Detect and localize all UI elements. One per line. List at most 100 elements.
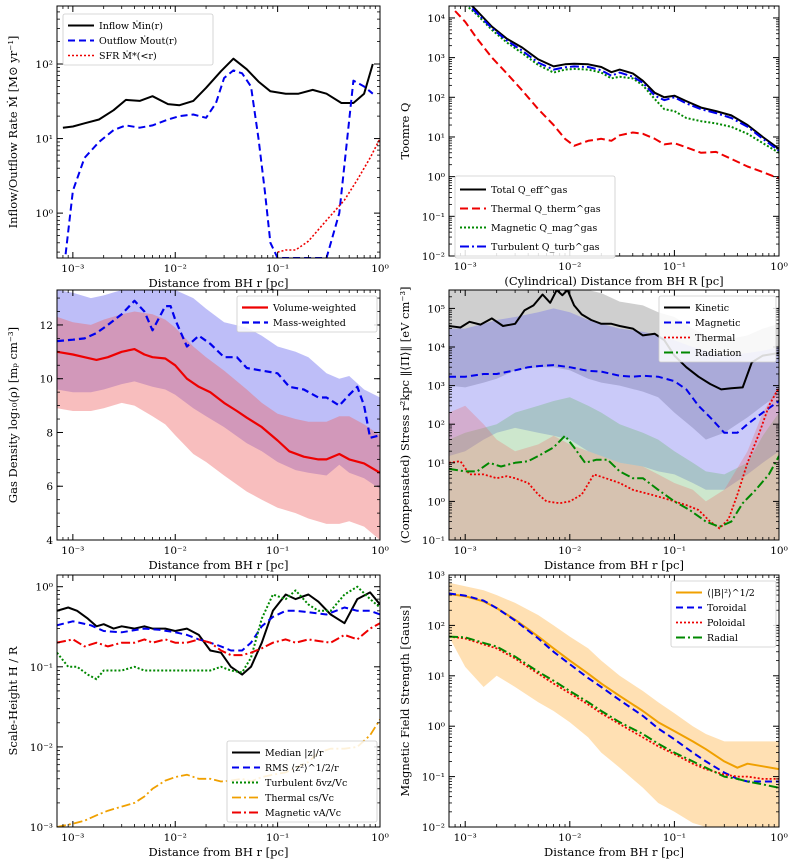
x-axis-label: (Cylindrical) Distance from BH R [pc] [504, 274, 723, 288]
y-tick-label: 10¹ [427, 671, 445, 683]
y-tick-label: 10² [427, 92, 445, 104]
series-line-1 [449, 290, 779, 391]
y-tick-label: 10⁰ [35, 208, 53, 220]
shaded-band-2 [57, 311, 380, 540]
x-tick-label: 10⁻² [164, 832, 187, 844]
legend-entry: Kinetic [695, 303, 729, 314]
y-tick-label: 10⁴ [427, 13, 445, 25]
legend-entry: Magnetic [695, 318, 740, 329]
x-tick-label: 10⁻¹ [266, 263, 289, 275]
series-line-5 [57, 622, 380, 657]
y-tick-label: 10⁻² [30, 742, 53, 754]
plot-area [454, 6, 779, 180]
series-line-4 [57, 719, 380, 827]
y-tick-label: 10² [427, 620, 445, 632]
legend-entry: Thermal [695, 333, 735, 344]
x-tick-label: 10⁻¹ [266, 545, 289, 557]
x-tick-label: 10⁰ [371, 832, 389, 844]
legend: ⟨|B|²⟩^1/2 Toroidal Poloidal Radial [670, 580, 777, 648]
y-tick-label: 10⁻³ [30, 822, 53, 834]
y-tick-label: 10³ [427, 381, 445, 393]
y-axis-label: Magnetic Field Strength [Gauss] [398, 605, 412, 796]
chart-panel-4: 10⁻³ 10⁻² 10⁻¹ 10⁰ 10⁻¹ 10⁰ 10¹ 10² 10³ 10⁴ 10⁵ Dis… [398, 286, 788, 572]
plot-area [62, 57, 380, 258]
legend-box [670, 580, 777, 648]
chart-panel-3: 10⁻³ 10⁻² 10⁻¹ 10⁰ 4 6 8 10 12 Distance from BH r… [6, 289, 389, 572]
series-line-4 [449, 434, 779, 528]
y-tick-label: 10 [40, 374, 53, 386]
series-line-2 [449, 592, 779, 783]
x-tick-label: 10⁻² [558, 545, 581, 557]
x-tick-label: 10⁻³ [61, 545, 84, 557]
x-tick-label: 10⁻³ [61, 832, 84, 844]
plot-area [449, 582, 779, 827]
series-line-1 [57, 348, 380, 474]
x-axis-label: Distance from BH r [pc] [149, 558, 289, 572]
y-tick-label: 10⁻² [422, 251, 445, 263]
x-tick-label: 10⁻² [558, 261, 581, 273]
legend: Median |z|/r RMS ⟨z²⟩^1/2/r Turbulent δvz/… [226, 740, 378, 823]
y-tick-label: 10³ [427, 570, 445, 582]
y-tick-label: 10⁵ [427, 303, 445, 315]
legend-entry: ⟨|B|²⟩^1/2 [707, 588, 755, 599]
series-line-2 [64, 69, 374, 258]
x-tick-label: 10⁰ [371, 545, 389, 557]
series-line-2 [454, 10, 779, 180]
series-line-1 [470, 6, 779, 150]
x-tick-label: 10⁻¹ [663, 832, 686, 844]
legend-entry: Total Q_eff^gas [491, 185, 567, 196]
series-line-1 [62, 57, 374, 129]
legend-entry: Thermal Q_therm^gas [491, 204, 601, 215]
x-tick-label: 10⁻² [164, 263, 187, 275]
y-axis-label: Toomre Q [398, 103, 412, 160]
series-line-2 [57, 606, 380, 652]
chart-panel-6: 10⁻³ 10⁻² 10⁻¹ 10⁰ 10⁻² 10⁻¹ 10⁰ 10¹ 10² 10³ Dista… [398, 570, 788, 859]
y-tick-label: 10⁻¹ [422, 772, 445, 784]
series-line-2 [449, 364, 779, 434]
y-axis-label: Gas Density log₁₀(ρ) [mₚ cm⁻³] [6, 327, 20, 503]
legend-entry: RMS ⟨z²⟩^1/2/r [265, 763, 339, 774]
legend-entry: Thermal cs/Vc [265, 793, 334, 804]
x-tick-label: 10⁻³ [61, 263, 84, 275]
x-tick-label: 10⁻¹ [663, 545, 686, 557]
legend: Total Q_eff^gas Thermal Q_therm^gas Magnet… [454, 175, 616, 259]
legend-box [658, 295, 777, 363]
legend-entry: Turbulent Q_turb^gas [491, 242, 600, 253]
legend-entry: Median |z|/r [265, 748, 324, 759]
series-line-3 [57, 585, 380, 681]
y-tick-label: 8 [46, 427, 53, 439]
y-tick-label: 6 [46, 481, 53, 493]
y-axis-label: Inflow/Outflow Rate Ṁ [M⊙ yr⁻¹] [6, 36, 20, 229]
y-tick-label: 10⁻¹ [422, 535, 445, 547]
y-tick-label: 10³ [427, 53, 445, 65]
y-axis-label: Scale-Height H / R [6, 646, 20, 755]
y-tick-label: 10⁰ [427, 721, 445, 733]
y-tick-label: 10⁻¹ [30, 662, 53, 674]
y-tick-label: 10⁰ [35, 582, 53, 594]
x-tick-label: 10⁻³ [454, 832, 477, 844]
plot-frame [56, 5, 381, 259]
legend-entry: Poloidal [707, 618, 745, 629]
plot-area [57, 585, 380, 827]
y-tick-label: 10² [427, 419, 445, 431]
x-tick-label: 10⁻² [558, 832, 581, 844]
legend-entry: Mass-weighted [273, 318, 346, 329]
legend-entry: Toroidal [707, 603, 746, 614]
series-line-2 [57, 299, 380, 439]
x-tick-label: 10⁰ [371, 263, 389, 275]
y-tick-label: 10² [35, 59, 53, 71]
x-axis-label: Distance from BH r [pc] [149, 276, 289, 290]
x-axis-label: Distance from BH r [pc] [544, 845, 684, 859]
x-tick-label: 10⁻³ [454, 261, 477, 273]
plot-frame [56, 289, 381, 541]
legend-entry: Radiation [695, 348, 742, 359]
legend-entry: Magnetic vA/Vc [265, 808, 341, 819]
series-line-4 [449, 635, 779, 789]
plot-frame [56, 574, 381, 828]
legend: Kinetic Magnetic Thermal Radiation [658, 295, 777, 363]
legend-entry: SFR Ṁ*(<r) [99, 50, 157, 62]
legend-entry: Magnetic Q_mag^gas [491, 223, 597, 234]
shaded-band-1 [57, 290, 380, 489]
series-line-3 [449, 635, 779, 780]
